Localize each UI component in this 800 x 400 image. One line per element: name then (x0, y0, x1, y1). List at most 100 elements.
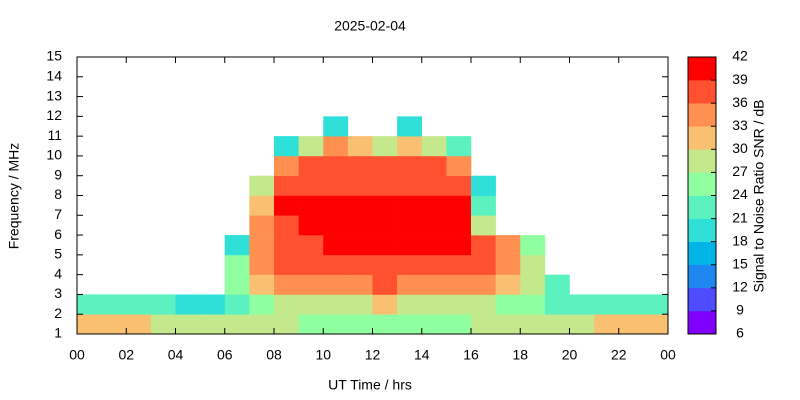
y-tick-label: 5 (54, 246, 62, 262)
x-tick-label: 04 (168, 347, 184, 363)
heat-cell (347, 215, 373, 236)
heat-cell (421, 314, 447, 335)
colorbar-band (688, 310, 716, 335)
x-tick-label: 02 (118, 347, 134, 363)
heat-cell (569, 314, 595, 335)
heat-cell (372, 175, 398, 196)
heat-cell (298, 215, 324, 236)
heat-cell (224, 254, 250, 275)
y-tick-label: 8 (54, 186, 62, 202)
heat-cell (397, 116, 423, 137)
heat-cell (495, 274, 521, 295)
y-tick-label: 3 (54, 285, 62, 301)
heat-cell (446, 235, 472, 256)
x-tick-label: 00 (69, 347, 85, 363)
colorbar-tick-label: 39 (732, 71, 748, 87)
heat-cell (471, 254, 496, 275)
heat-cell (594, 314, 620, 335)
heat-cell (471, 274, 496, 295)
y-tick-label: 14 (46, 67, 62, 83)
colorbar-band (688, 195, 716, 219)
y-tick-label: 10 (46, 147, 62, 163)
heat-cell (421, 136, 447, 157)
heat-cell (471, 235, 496, 256)
heat-cell (298, 314, 324, 335)
x-tick-label: 00 (660, 347, 676, 363)
heat-cell (421, 195, 447, 216)
heat-cell (397, 195, 423, 216)
heat-cell (520, 274, 546, 295)
heat-cell (249, 254, 275, 275)
heat-cell (101, 314, 127, 335)
y-tick-label: 1 (54, 325, 62, 341)
colorbar-tick-label: 24 (732, 186, 748, 202)
heat-cell (618, 314, 644, 335)
heat-cell (249, 215, 275, 236)
heat-cell (520, 235, 546, 256)
heat-cell (274, 215, 299, 236)
heat-cell (274, 254, 299, 275)
heat-cell (421, 254, 447, 275)
heat-cell (372, 195, 398, 216)
heat-cell (298, 155, 324, 177)
heat-cell (397, 215, 423, 236)
y-tick-label: 2 (54, 305, 62, 321)
heat-cell (274, 136, 299, 157)
heat-cell (274, 314, 299, 335)
y-tick-label: 12 (46, 107, 62, 123)
heat-cell (372, 254, 398, 275)
x-tick-label: 20 (562, 347, 578, 363)
heat-cell (347, 155, 373, 177)
heat-cell (323, 294, 349, 315)
heat-cell (274, 155, 299, 177)
colorbar-band (688, 149, 716, 173)
heat-cell (372, 294, 398, 315)
heat-cell (446, 254, 472, 275)
x-tick-label: 22 (611, 347, 627, 363)
heat-cell (446, 274, 472, 295)
heat-cell (298, 175, 324, 196)
heat-cell (397, 274, 423, 295)
heat-cell (347, 314, 373, 335)
y-tick-label: 13 (46, 87, 62, 103)
heat-cell (618, 294, 644, 315)
heat-cell (249, 314, 275, 335)
colorbar-band (688, 57, 716, 81)
heat-cell (520, 294, 546, 315)
colorbar-tick-label: 12 (732, 279, 748, 295)
heat-cell (274, 195, 299, 216)
heat-cell (323, 116, 349, 137)
colorbar-tick-label: 21 (732, 209, 748, 225)
heat-cell (544, 294, 570, 315)
heat-cell (421, 294, 447, 315)
heat-cell (397, 254, 423, 275)
heat-cell (249, 294, 275, 315)
colorbar-band (688, 218, 716, 242)
heat-cell (347, 195, 373, 216)
heat-cell (446, 136, 472, 157)
heat-cell (421, 215, 447, 236)
heat-cell (323, 314, 349, 335)
heat-cell (200, 314, 226, 335)
heat-cell (495, 235, 521, 256)
x-tick-label: 12 (365, 347, 381, 363)
heat-cell (421, 155, 447, 177)
heat-cell (274, 294, 299, 315)
heat-cell (101, 294, 127, 315)
heat-cell (274, 274, 299, 295)
heat-cell (421, 235, 447, 256)
y-tick-label: 9 (54, 166, 62, 182)
colorbar-tick-label: 36 (732, 94, 748, 110)
x-tick-label: 14 (414, 347, 430, 363)
heat-cell (347, 235, 373, 256)
heat-cell (495, 254, 521, 275)
heat-cell (175, 294, 201, 315)
heat-cell (323, 155, 349, 177)
y-axis-label: Frequency / MHz (6, 143, 22, 250)
y-tick-label: 6 (54, 226, 62, 242)
heat-cell (397, 155, 423, 177)
heat-cell (446, 314, 472, 335)
heat-cell (372, 274, 398, 295)
x-tick-label: 08 (266, 347, 282, 363)
